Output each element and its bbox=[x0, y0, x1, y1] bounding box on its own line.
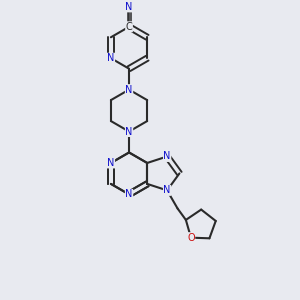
Text: N: N bbox=[125, 127, 133, 136]
Text: N: N bbox=[125, 189, 133, 200]
Text: N: N bbox=[107, 158, 115, 168]
Text: N: N bbox=[164, 152, 171, 161]
Text: C: C bbox=[126, 22, 132, 32]
Text: N: N bbox=[107, 53, 115, 63]
Text: O: O bbox=[187, 233, 195, 243]
Text: N: N bbox=[125, 85, 133, 94]
Text: N: N bbox=[164, 185, 171, 195]
Text: N: N bbox=[125, 2, 133, 12]
